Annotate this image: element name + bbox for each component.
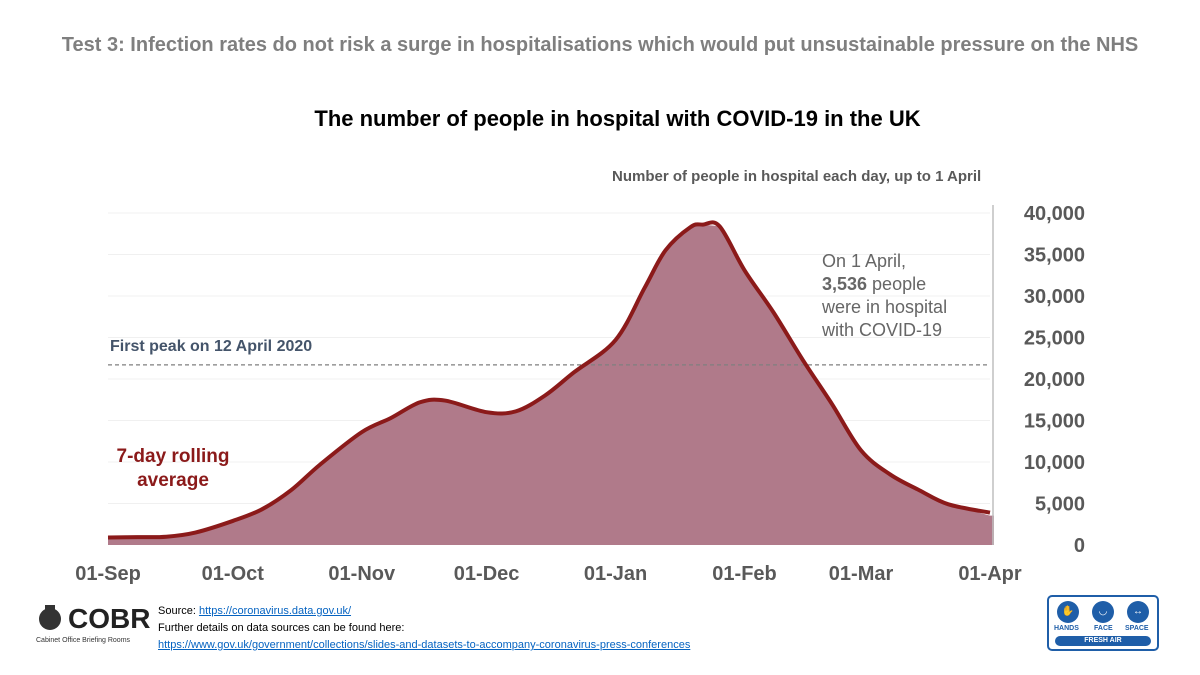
annotation-text: people [867, 274, 927, 294]
annotation-value: 3,536 [822, 274, 868, 294]
annotation-line: were in hospital [822, 297, 948, 317]
chart-subtitle: Number of people in hospital each day, u… [612, 168, 982, 185]
rolling-average-line [107, 220, 991, 540]
chart-title: The number of people in hospital with CO… [314, 106, 921, 131]
y-tick-label: 25,000 [1024, 328, 1085, 350]
x-tick-label: 01-Feb [712, 563, 776, 585]
series-label-line: 7-day rolling [116, 446, 230, 467]
y-tick-label: 5,000 [1035, 494, 1085, 516]
logo-text: COBR [68, 603, 151, 634]
logo-subtext: Cabinet Office Briefing Rooms [36, 637, 131, 644]
annotation-line: On 1 April, [822, 251, 907, 271]
daily-hospital-area [108, 224, 994, 545]
further-details-text: Further details on data sources can be f… [158, 622, 405, 634]
series-label: 7-day rolling average [98, 445, 248, 493]
source-label: Source: [158, 605, 199, 617]
space-label: SPACE [1125, 625, 1149, 632]
chart-area: 0 5,000 10,000 15,000 20,000 25,000 30,000 35,0… [75, 203, 1085, 585]
y-tick-label: 10,000 [1024, 452, 1085, 474]
y-tick-label: 35,000 [1024, 245, 1085, 267]
source-notes: Source: https://coronavirus.data.gov.uk/… [158, 603, 690, 654]
x-tick-label: 01-Nov [328, 563, 396, 585]
y-tick-label: 15,000 [1024, 411, 1085, 433]
space-icon: ↔ [1127, 601, 1149, 623]
face-mask-icon: ◡ [1092, 601, 1114, 623]
annotation-line: 3,536 people [822, 273, 947, 296]
annotation-line: with COVID-19 [822, 320, 943, 340]
x-tick-label: 01-Dec [454, 563, 520, 585]
hands-label: HANDS [1054, 625, 1079, 632]
y-tick-label: 20,000 [1024, 369, 1085, 391]
face-label: FACE [1094, 625, 1113, 632]
x-tick-label: 01-Jan [584, 563, 647, 585]
reference-line-label: First peak on 12 April 2020 [110, 338, 313, 355]
series-label-line: average [137, 470, 209, 491]
x-tick-label: 01-Mar [829, 563, 894, 585]
source-link[interactable]: https://coronavirus.data.gov.uk/ [198, 605, 352, 617]
cobr-logo: COBR Cabinet Office Briefing Rooms [36, 603, 150, 644]
y-tick-label: 30,000 [1024, 286, 1085, 308]
y-tick-label: 40,000 [1024, 203, 1085, 225]
hands-icon: ✋ [1057, 601, 1079, 623]
x-tick-label: 01-Sep [75, 563, 141, 585]
x-tick-label: 01-Oct [202, 563, 265, 585]
test-heading: Test 3: Infection rates do not risk a su… [61, 34, 1139, 56]
fresh-air-label: FRESH AIR [1055, 636, 1151, 646]
further-details-link[interactable]: https://www.gov.uk/government/collection… [158, 639, 691, 651]
y-tick-label: 0 [1074, 535, 1085, 557]
hands-face-space-badge: ✋ ◡ ↔ HANDS FACE SPACE FRESH AIR [1047, 595, 1159, 651]
x-tick-label: 01-Apr [958, 563, 1022, 585]
annotation: On 1 April, 3,536 people were in hospita… [822, 250, 947, 342]
royal-crest-icon [39, 605, 61, 630]
